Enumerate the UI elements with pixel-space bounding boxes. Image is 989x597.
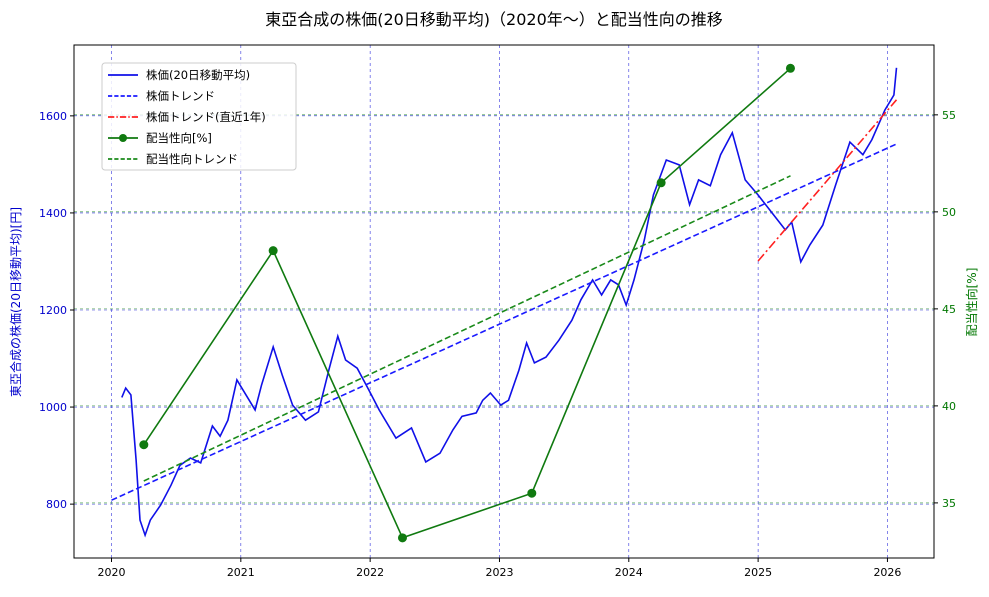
y-right-tick-label: 35	[942, 497, 956, 510]
ticks: 2020 2021 2022 2023 2024 2025 2026 800 1000 1200 1…	[39, 109, 956, 579]
payout-trend-line	[143, 175, 791, 482]
y-right-tick-label: 50	[942, 206, 956, 219]
x-tick-label: 2026	[873, 566, 901, 579]
legend-label: 配当性向トレンド	[146, 152, 238, 166]
payout-point	[139, 440, 149, 450]
payout-point	[397, 533, 407, 543]
legend-frame	[101, 62, 297, 171]
legend-label: 配当性向[%]	[146, 131, 212, 145]
plot-frame	[73, 44, 935, 559]
payout-point	[785, 63, 795, 73]
legend-label: 株価トレンド	[146, 89, 215, 103]
legend-label: 株価トレンド(直近1年)	[146, 110, 266, 124]
grid	[74, 45, 934, 558]
payout-point	[268, 246, 278, 256]
x-tick-label: 2022	[356, 566, 384, 579]
y-left-tick-label: 800	[46, 498, 67, 511]
chart-title: 東亞合成の株価(20日移動平均)（2020年～）と配当性向の推移	[265, 10, 723, 29]
y-left-label: 東亞合成の株価(20日移動平均)[円]	[8, 207, 23, 397]
x-tick-label: 2020	[98, 566, 126, 579]
payout-point	[527, 488, 537, 498]
legend-label: 株価(20日移動平均)	[146, 68, 250, 82]
x-tick-label: 2023	[485, 566, 513, 579]
y-right-tick-label: 45	[942, 303, 956, 316]
price-trend-line	[111, 143, 897, 501]
series-lines	[111, 63, 898, 543]
y-left-tick-label: 1600	[39, 110, 67, 123]
y-right-tick-label: 55	[942, 109, 956, 122]
y-left-tick-label: 1200	[39, 304, 67, 317]
y-left-tick-label: 1400	[39, 207, 67, 220]
x-tick-label: 2025	[744, 566, 772, 579]
price-line	[121, 67, 898, 538]
y-right-label: 配当性向[%]	[964, 268, 979, 337]
x-tick-label: 2024	[615, 566, 643, 579]
payout-point	[656, 178, 666, 188]
price-recent-trend-line	[757, 99, 898, 262]
y-left-tick-label: 1000	[39, 401, 67, 414]
y-right-tick-label: 40	[942, 400, 956, 413]
legend-marker	[119, 134, 127, 142]
x-tick-label: 2021	[227, 566, 255, 579]
payout-ratio-line	[143, 67, 792, 539]
